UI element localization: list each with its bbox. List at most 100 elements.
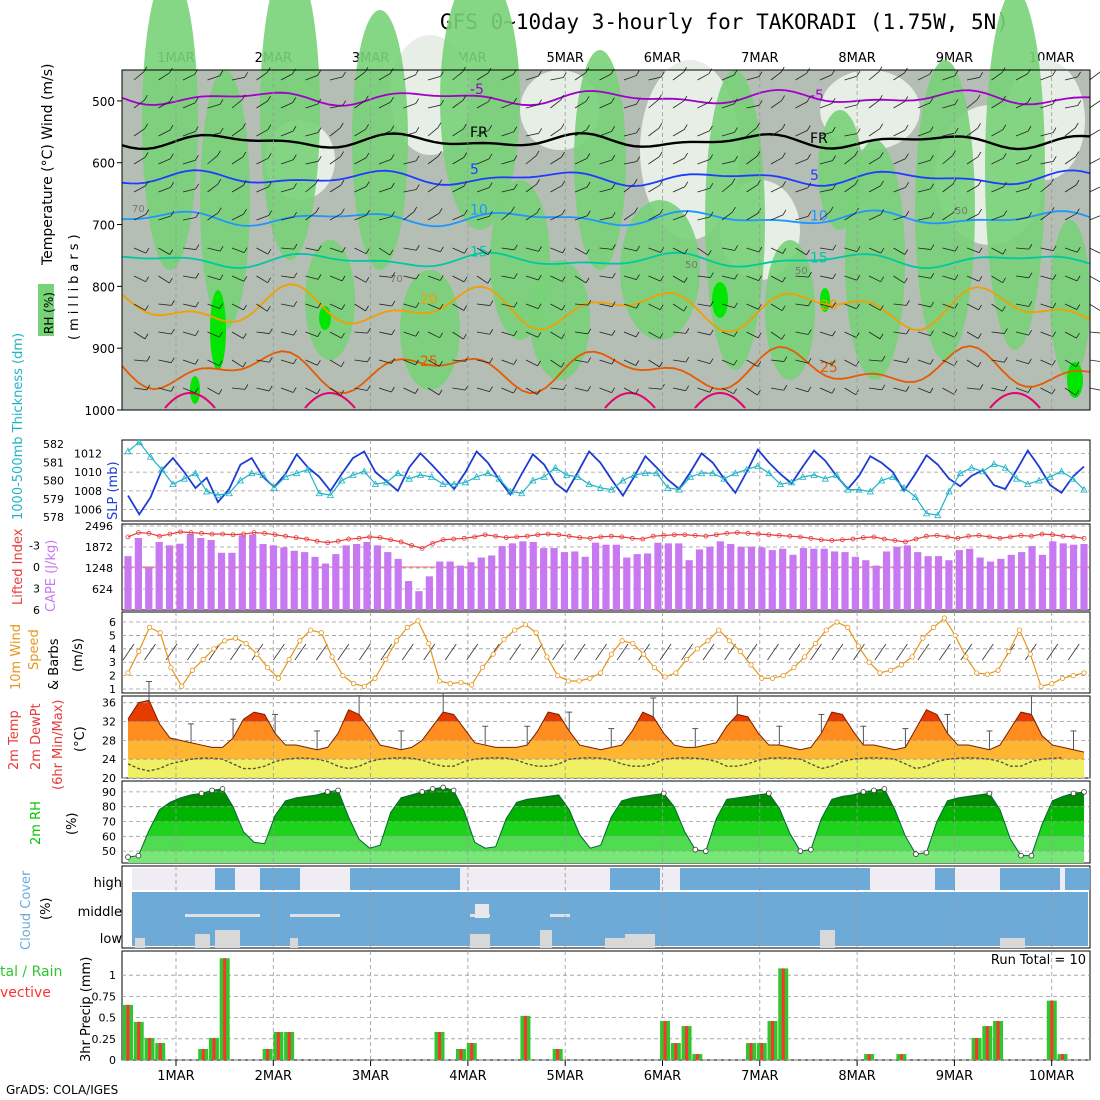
wind-speed-point bbox=[447, 681, 453, 687]
wind-barb-flag bbox=[340, 151, 344, 157]
wind-barb-flag bbox=[881, 355, 886, 362]
wind-speed-point bbox=[662, 674, 668, 680]
wind-barb-flag bbox=[1028, 211, 1033, 218]
wind-barb-flag bbox=[1051, 388, 1056, 395]
wind-barb-flag bbox=[856, 70, 861, 77]
rh-saturated-area bbox=[190, 376, 200, 404]
thickness-point bbox=[461, 478, 470, 486]
wind-tick-label: 1 bbox=[109, 683, 116, 696]
li-point bbox=[566, 533, 572, 539]
wind-barb bbox=[133, 99, 145, 109]
wind-barb bbox=[819, 359, 833, 366]
wind-speed-point bbox=[748, 662, 754, 668]
wind-barb-flag bbox=[586, 210, 591, 216]
wind-barb bbox=[697, 387, 710, 393]
wind-barb bbox=[403, 247, 417, 251]
cloud-low-patch bbox=[625, 934, 655, 948]
wind-barb-flag bbox=[341, 304, 346, 310]
wind-speed-point bbox=[555, 673, 561, 679]
cloud-axis-label: Cloud Cover bbox=[19, 870, 34, 950]
wind-barb bbox=[1040, 275, 1054, 280]
wind-barb-flag bbox=[219, 331, 223, 338]
precip-convective-bar bbox=[158, 1043, 162, 1060]
wind-barb bbox=[452, 71, 463, 81]
panel-frame bbox=[121, 69, 1091, 411]
wind-barb bbox=[966, 247, 980, 254]
cape-bar bbox=[581, 556, 589, 610]
cape-bar bbox=[1080, 544, 1088, 610]
precip-convective-bar bbox=[749, 1043, 753, 1060]
wind-barb-flag bbox=[439, 332, 444, 338]
li-point bbox=[125, 534, 131, 540]
wind-barb-flag bbox=[317, 245, 322, 251]
wind-barb bbox=[648, 76, 662, 81]
li-point bbox=[934, 533, 940, 538]
isotherm-10 bbox=[122, 209, 1091, 228]
wind-barb bbox=[672, 100, 685, 109]
wind-barb-flag bbox=[806, 249, 810, 256]
wind-barb-flag bbox=[1002, 95, 1006, 102]
wind-barb-flag bbox=[758, 275, 762, 281]
wind-barb bbox=[819, 131, 833, 137]
wind-barb bbox=[795, 158, 808, 165]
wind-barb-flag bbox=[635, 70, 640, 76]
cloud-high-patch bbox=[260, 868, 300, 890]
wind-barb bbox=[574, 72, 587, 81]
isotherm-FR bbox=[121, 131, 1091, 151]
cape-bar bbox=[550, 548, 558, 610]
wind-barb bbox=[1015, 359, 1029, 365]
thickness-point bbox=[1035, 476, 1043, 484]
wind-barb bbox=[378, 216, 392, 221]
wind-barb-flag bbox=[513, 359, 518, 365]
li-point bbox=[860, 535, 866, 541]
wind-barb-flag bbox=[586, 181, 591, 188]
wind-barb-flag bbox=[658, 151, 663, 157]
rh2m-axis-label: 2m RH bbox=[29, 801, 44, 845]
wind-barb-flag bbox=[585, 277, 590, 284]
cape-bar bbox=[165, 545, 174, 610]
li-point bbox=[619, 534, 625, 540]
wind-barb-flag bbox=[195, 183, 199, 190]
wind-barb-flag bbox=[905, 328, 910, 335]
wind-barb bbox=[427, 387, 440, 396]
thickness-point bbox=[889, 473, 897, 480]
cape-bar bbox=[519, 541, 527, 610]
wind-barb bbox=[403, 387, 416, 394]
wind-barb bbox=[697, 73, 710, 81]
cape-bar bbox=[373, 545, 381, 610]
precip-convective-bar bbox=[266, 1048, 270, 1060]
wind-barb bbox=[378, 247, 391, 256]
wind-speed-point bbox=[1049, 681, 1055, 687]
wind-barb bbox=[648, 213, 661, 221]
wind-barb bbox=[648, 156, 660, 165]
wind-barb bbox=[893, 387, 907, 392]
date-label-bottom: 5MAR bbox=[546, 1069, 583, 1084]
wind-barb bbox=[476, 247, 489, 256]
wind-speed-point bbox=[952, 632, 958, 639]
wind-barb bbox=[853, 643, 865, 661]
cape-bar bbox=[664, 543, 672, 610]
li-point bbox=[335, 538, 341, 544]
wind-barb-flag bbox=[1076, 275, 1081, 282]
wind-barb-flag bbox=[463, 333, 467, 340]
wind-barb bbox=[844, 133, 858, 137]
cape-bar bbox=[810, 548, 818, 610]
isotherm-25 bbox=[121, 345, 1091, 395]
rh-contour-label: 70 bbox=[390, 274, 403, 285]
cloud-low-patch bbox=[290, 938, 298, 948]
li-point bbox=[461, 535, 467, 541]
wind-barb bbox=[770, 275, 783, 283]
temp-axis-units: (°C) bbox=[73, 726, 88, 752]
wind-barb-flag bbox=[683, 95, 688, 102]
cape-bar bbox=[1028, 546, 1036, 610]
cloud-high-patch bbox=[1065, 868, 1090, 890]
cape-bar bbox=[882, 551, 891, 610]
thickness-point bbox=[484, 469, 492, 477]
wind-barb-flag bbox=[169, 124, 174, 131]
wind-barb-flag bbox=[733, 359, 738, 366]
li-point bbox=[913, 536, 919, 542]
rh-moist-area bbox=[142, 0, 198, 270]
isotherm-30 bbox=[164, 392, 216, 409]
li-axis-label: Lifted Index bbox=[11, 528, 26, 605]
wind-barb-flag bbox=[488, 125, 493, 131]
